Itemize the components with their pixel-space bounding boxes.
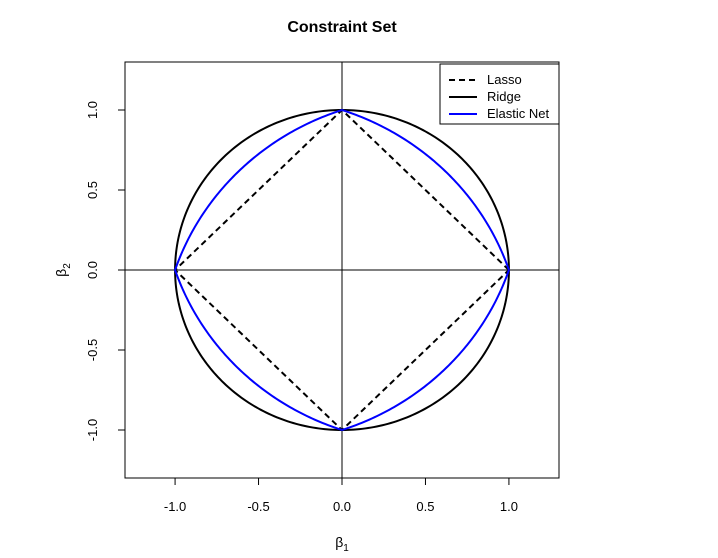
x-tick-label: 0.5: [416, 499, 434, 514]
legend: Lasso Ridge Elastic Net: [439, 63, 560, 125]
y-tick-label: 0.5: [85, 181, 100, 199]
y-tick-label: -0.5: [85, 339, 100, 361]
x-axis-label-subscript: 1: [343, 543, 349, 554]
x-axis-label: β1: [335, 534, 349, 554]
series-layer: [173, 108, 511, 432]
x-axis: -1.0 -0.5 0.0 0.5 1.0: [164, 477, 518, 514]
y-axis: -1.0 -0.5 0.0 0.5 1.0: [85, 101, 126, 441]
x-axis-label-main: β: [335, 534, 343, 550]
y-axis-label: β2: [53, 263, 73, 277]
legend-label-lasso: Lasso: [487, 72, 522, 87]
y-axis-label-subscript: 2: [62, 263, 73, 269]
y-axis-label-main: β: [53, 269, 69, 277]
x-tick-label: -0.5: [247, 499, 269, 514]
chart-title: Constraint Set: [287, 19, 397, 36]
x-tick-label: 1.0: [500, 499, 518, 514]
elastic-net-curve: [174, 108, 510, 432]
legend-label-ridge: Ridge: [487, 89, 521, 104]
y-tick-label: 0.0: [85, 261, 100, 279]
y-tick-label: 1.0: [85, 101, 100, 119]
y-tick-label: -1.0: [85, 419, 100, 441]
x-tick-label: 0.0: [333, 499, 351, 514]
legend-label-elastic-net: Elastic Net: [487, 106, 550, 121]
x-tick-label: -1.0: [164, 499, 186, 514]
